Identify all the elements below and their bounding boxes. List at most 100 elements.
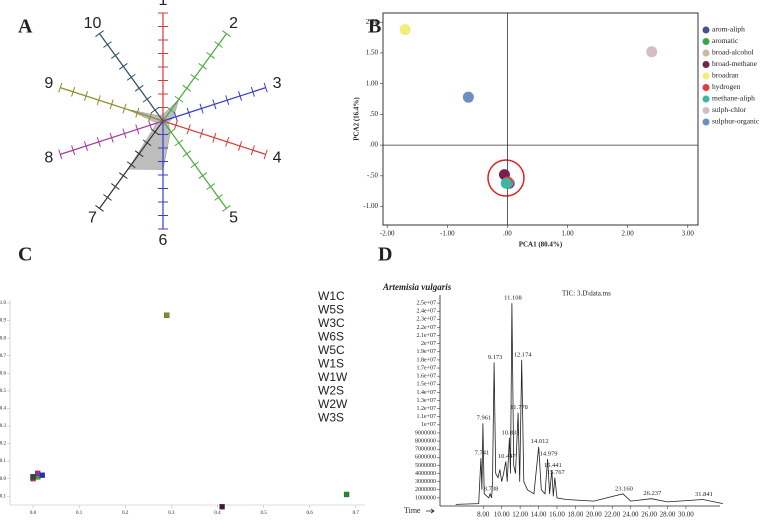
x-tick-label: 1.00 xyxy=(561,230,574,238)
point xyxy=(462,91,474,103)
time-arrow xyxy=(426,508,435,514)
spoke-tick xyxy=(199,103,204,114)
x-tick-label: 0.6 xyxy=(307,511,314,516)
spoke-tick xyxy=(206,52,215,59)
y-tick-label: 0.8 xyxy=(0,336,7,341)
legend-label: sulph-chlor xyxy=(712,105,747,114)
spoke-tick xyxy=(111,52,120,59)
chart-title: Artemisia vulgaris xyxy=(382,282,452,292)
x-tick-label: 24.00 xyxy=(623,511,639,519)
y-tick-label: .50 xyxy=(369,110,378,118)
peak-label: 7.741 xyxy=(475,450,490,457)
point xyxy=(343,491,350,498)
spoke-tick xyxy=(173,120,178,131)
x-tick-label: 10.00 xyxy=(494,511,510,519)
x-tick-label: -2.00 xyxy=(380,230,395,238)
spoke-tick xyxy=(109,132,114,143)
y-tick-label: 2.00 xyxy=(366,18,379,26)
spoke-tick xyxy=(83,91,88,101)
y-tick-label: 0.1 xyxy=(0,459,7,464)
spoke-tick xyxy=(190,161,200,169)
spoke-tick xyxy=(148,120,153,131)
y-tick-label: 9000000 xyxy=(415,430,436,436)
peak-label: 10.447 xyxy=(498,453,517,460)
spoke-tick xyxy=(126,73,136,81)
legend-label: W1W xyxy=(318,370,348,384)
legend-label: methane-aliph xyxy=(712,94,755,103)
y-tick-label: 1.6e+07 xyxy=(416,374,436,380)
legend-swatch xyxy=(702,38,710,45)
x-tick-label: 0.0 xyxy=(30,511,37,516)
y-tick-label: 1.1e+07 xyxy=(416,414,436,420)
y-tick-label: 0.7 xyxy=(0,354,7,359)
spoke-tick xyxy=(148,111,153,122)
point xyxy=(35,470,41,477)
spoke-tick xyxy=(71,145,76,156)
x-axis-label: Time xyxy=(404,506,421,515)
peak-label: 9.173 xyxy=(488,354,503,361)
legend-label: arom-aliph xyxy=(712,25,745,34)
spoke-tick xyxy=(238,91,243,101)
spoke-tick xyxy=(222,205,231,212)
y-tick-label: 2.3e+07 xyxy=(416,317,436,323)
spoke-label: 4 xyxy=(273,149,282,166)
x-tick-label: 8.00 xyxy=(477,511,490,519)
spoke-tick xyxy=(186,107,191,118)
x-tick-label: 0.4 xyxy=(214,511,221,516)
spoke-tick xyxy=(182,150,192,158)
legend-label: broad-alcohol xyxy=(712,48,754,57)
point xyxy=(399,24,411,36)
spoke-tick xyxy=(58,82,63,93)
spoke-tick xyxy=(174,139,184,147)
spoke-tick xyxy=(263,149,268,160)
y-tick-label: 3000000 xyxy=(415,479,436,485)
chromatogram-line xyxy=(455,303,723,505)
spoke-tick xyxy=(71,86,76,97)
spoke-tick xyxy=(111,183,120,190)
y-tick-label: .00 xyxy=(369,141,378,149)
y-tick-label: 1.00 xyxy=(366,79,379,87)
x-tick-label: 0.2 xyxy=(122,511,129,516)
spoke-tick xyxy=(212,99,217,110)
peak-label: 11.108 xyxy=(504,295,522,302)
y-tick-label: -0.1 xyxy=(0,494,6,499)
legend-label: W2S xyxy=(318,384,344,398)
x-tick-label: 0.1 xyxy=(76,511,83,516)
spoke-tick xyxy=(222,30,231,37)
legend-label: hydrogen xyxy=(712,82,741,91)
point xyxy=(39,472,45,478)
y-tick-label: 0.2 xyxy=(0,442,7,447)
y-tick-label: 1.2e+07 xyxy=(416,406,436,412)
peak-label: 14.979 xyxy=(540,450,558,457)
legend-swatch xyxy=(702,118,710,126)
spoke-tick xyxy=(142,95,152,103)
x-tick-label: 22.00 xyxy=(604,511,620,519)
y-tick-label: 7000000 xyxy=(415,447,436,453)
peak-label: 14.012 xyxy=(531,438,549,445)
spoke-label: 8 xyxy=(44,149,53,166)
y-tick-label: 2.1e+07 xyxy=(416,333,436,339)
peak-label: 12.174 xyxy=(514,351,533,358)
peak-label: 11.778 xyxy=(510,404,528,411)
y-tick-label: 1.8e+07 xyxy=(416,357,436,363)
legend-label: W3S xyxy=(318,411,344,425)
y-tick-label: 1.5e+07 xyxy=(416,382,436,388)
spoke-tick xyxy=(166,106,176,114)
spoke-tick xyxy=(206,183,215,190)
x-tick-label: -1.00 xyxy=(440,230,455,238)
y-tick-label: 0.4 xyxy=(0,407,7,412)
y-tick-label: -1.00 xyxy=(363,202,378,210)
panel-label: D xyxy=(378,244,392,266)
peak-label: 26.237 xyxy=(643,490,662,497)
spoke-tick xyxy=(109,99,114,110)
x-tick-label: 2.00 xyxy=(622,230,635,238)
spoke-tick xyxy=(174,95,184,103)
y-tick-label: 1000000 xyxy=(415,495,436,501)
spoke-tick xyxy=(250,86,255,97)
spoke-tick xyxy=(142,139,152,147)
panel-label: C xyxy=(18,244,32,266)
chart-subtitle: TIC: 3.D\data.ms xyxy=(562,290,611,298)
peak-label: 8.738 xyxy=(484,485,499,492)
y-tick-label: 5000000 xyxy=(415,463,436,469)
